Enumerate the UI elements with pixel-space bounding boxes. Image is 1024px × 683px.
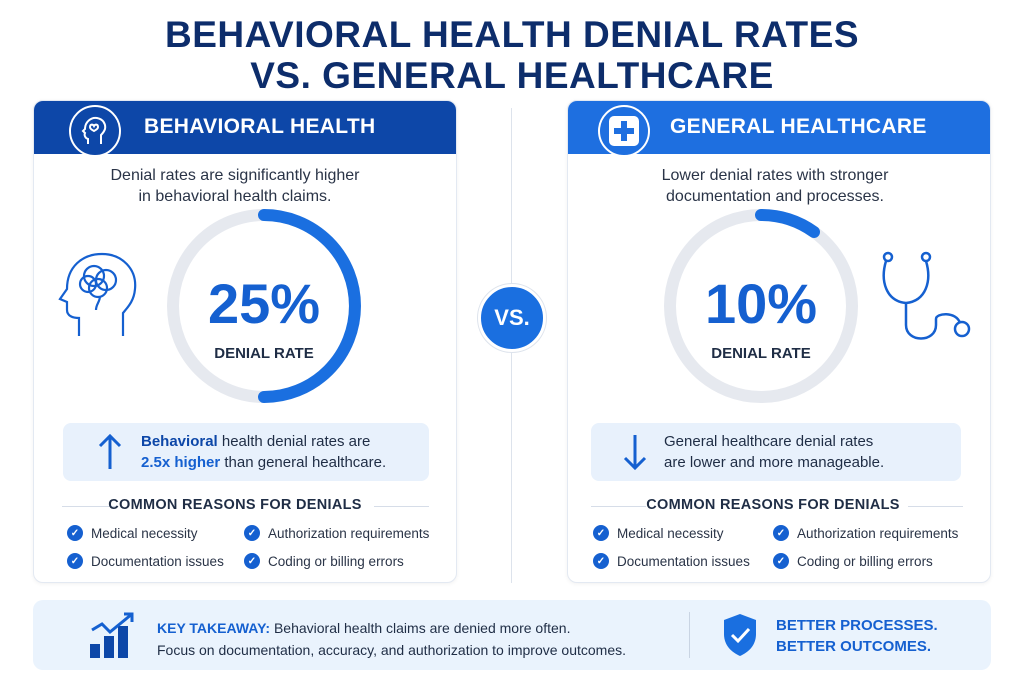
growth-chart-icon xyxy=(90,612,134,658)
medical-cross-icon xyxy=(598,105,650,157)
behavioral-comparison-text: Behavioral health denial rates are 2.5x … xyxy=(141,431,386,473)
comparison-highlight: 2.5x higher xyxy=(141,454,221,471)
behavioral-header: BEHAVIORAL HEALTH xyxy=(34,101,456,157)
head-brain-icon xyxy=(58,252,137,336)
behavioral-donut xyxy=(167,209,361,403)
donut-arc xyxy=(755,208,820,238)
general-header: GENERAL HEALTHCARE xyxy=(568,101,990,157)
reason-text: Medical necessity xyxy=(617,525,724,541)
general-reasons-heading: COMMON REASONS FOR DENIALS xyxy=(646,497,900,513)
reason-item: ✓ Documentation issues xyxy=(593,553,750,569)
reason-item: ✓ Medical necessity xyxy=(593,525,724,541)
description-line: in behavioral health claims. xyxy=(138,188,332,205)
behavioral-rate-label: DENIAL RATE xyxy=(214,345,314,362)
reason-text: Documentation issues xyxy=(617,553,750,569)
reason-text: Authorization requirements xyxy=(797,525,959,541)
check-icon: ✓ xyxy=(593,525,609,541)
bottom-divider xyxy=(689,612,690,658)
reason-item: ✓ Medical necessity xyxy=(67,525,198,541)
check-icon: ✓ xyxy=(593,553,609,569)
takeaway-label: KEY TAKEAWAY: xyxy=(157,620,271,636)
description-line: documentation and processes. xyxy=(666,188,884,205)
reason-item: ✓ Documentation issues xyxy=(67,553,224,569)
reason-item: ✓ Coding or billing errors xyxy=(244,553,404,569)
check-icon: ✓ xyxy=(67,525,83,541)
general-healthcare-card: GENERAL HEALTHCARE Lower denial rates wi… xyxy=(567,100,991,583)
divider-line xyxy=(908,506,963,507)
slogan: BETTER PROCESSES. BETTER OUTCOMES. xyxy=(776,615,938,657)
reason-text: Authorization requirements xyxy=(268,525,430,541)
comparison-line: General healthcare denial rates xyxy=(664,433,874,450)
general-title: GENERAL HEALTHCARE xyxy=(670,115,927,138)
general-comparison-text: General healthcare denial rates are lowe… xyxy=(664,431,884,473)
comparison-end: than general healthcare. xyxy=(220,454,387,471)
slogan-line: BETTER PROCESSES. xyxy=(776,617,938,634)
behavioral-title: BEHAVIORAL HEALTH xyxy=(144,115,376,138)
behavioral-health-card: BEHAVIORAL HEALTH Denial rates are signi… xyxy=(33,100,457,583)
divider-line xyxy=(591,506,646,507)
check-icon: ✓ xyxy=(244,553,260,569)
arrow-down-icon xyxy=(623,435,647,471)
check-icon: ✓ xyxy=(773,525,789,541)
general-comparison-box: General healthcare denial rates are lowe… xyxy=(591,423,961,481)
behavioral-reasons-heading: COMMON REASONS FOR DENIALS xyxy=(108,497,362,513)
donut-arc xyxy=(258,209,361,403)
comparison-rest: health denial rates are xyxy=(217,433,371,450)
description-line: Denial rates are significantly higher xyxy=(110,167,360,184)
check-icon: ✓ xyxy=(244,525,260,541)
stethoscope-icon xyxy=(882,251,971,340)
reason-item: ✓ Coding or billing errors xyxy=(773,553,933,569)
check-icon: ✓ xyxy=(773,553,789,569)
description-line: Lower denial rates with stronger xyxy=(661,167,889,184)
divider-line xyxy=(374,506,429,507)
comparison-bold: Behavioral xyxy=(141,433,218,450)
divider-line xyxy=(62,506,117,507)
key-takeaway-bar: KEY TAKEAWAY: Behavioral health claims a… xyxy=(33,600,991,670)
reason-text: Coding or billing errors xyxy=(268,553,404,569)
reason-item: ✓ Authorization requirements xyxy=(773,525,958,541)
general-donut xyxy=(664,208,858,403)
general-rate: 10% xyxy=(704,272,818,335)
vs-badge: VS. xyxy=(478,284,546,352)
behavioral-description: Denial rates are significantly higher in… xyxy=(34,165,446,207)
title-line-2: VS. GENERAL HEALTHCARE xyxy=(250,55,774,96)
general-description: Lower denial rates with stronger documen… xyxy=(568,165,986,207)
reason-text: Coding or billing errors xyxy=(797,553,933,569)
takeaway-line: Behavioral health claims are denied more… xyxy=(270,620,571,636)
slogan-line: BETTER OUTCOMES. xyxy=(776,638,932,655)
shield-check-icon xyxy=(724,614,756,656)
title-line-1: BEHAVIORAL HEALTH DENIAL RATES xyxy=(164,14,860,55)
behavioral-comparison-box: Behavioral health denial rates are 2.5x … xyxy=(63,423,429,481)
reason-item: ✓ Authorization requirements xyxy=(244,525,429,541)
takeaway-line: Focus on documentation, accuracy, and au… xyxy=(157,642,626,658)
comparison-line: are lower and more manageable. xyxy=(664,454,885,471)
general-rate-label: DENIAL RATE xyxy=(711,345,811,362)
reason-text: Medical necessity xyxy=(91,525,198,541)
brain-heart-icon xyxy=(69,105,121,157)
check-icon: ✓ xyxy=(67,553,83,569)
arrow-up-icon xyxy=(98,433,122,469)
takeaway-text: KEY TAKEAWAY: Behavioral health claims a… xyxy=(157,617,626,661)
reason-text: Documentation issues xyxy=(91,553,224,569)
behavioral-rate: 25% xyxy=(207,272,321,335)
